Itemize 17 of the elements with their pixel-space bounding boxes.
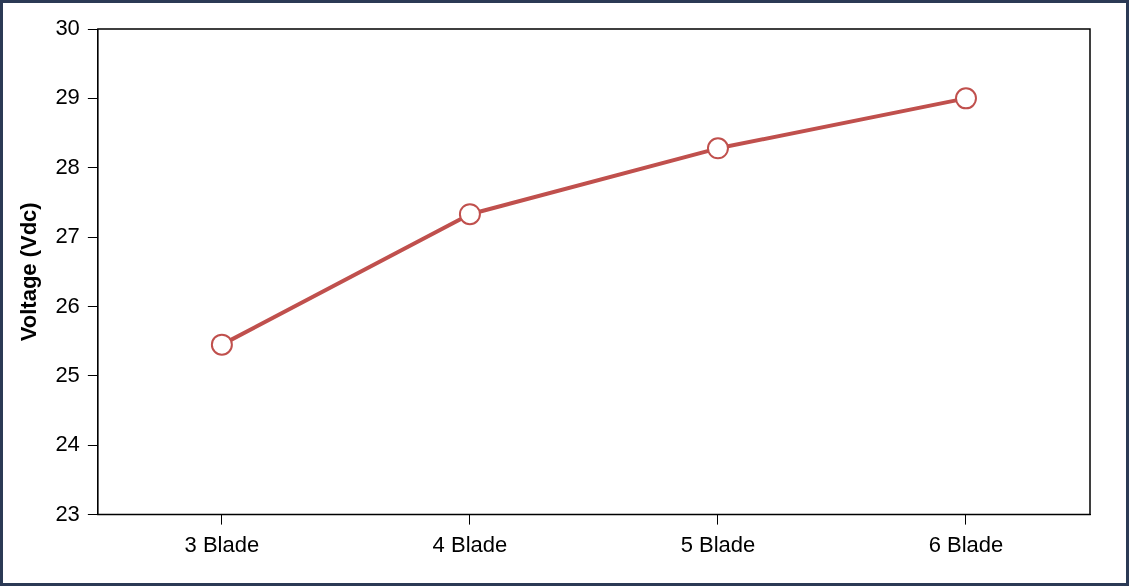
point — [210, 333, 233, 356]
y-tick-label: 27 — [55, 223, 80, 249]
x-tick-label: 6 Blade — [928, 531, 1004, 557]
point — [706, 137, 729, 160]
y-tick-label: 28 — [55, 153, 80, 179]
y-tick-label: 29 — [55, 84, 80, 110]
x-tick-label: 4 Blade — [432, 531, 508, 557]
x-tick-label: 5 Blade — [680, 531, 756, 557]
y-tick-label: 25 — [55, 361, 80, 387]
point — [954, 87, 977, 110]
y-tick-label: 23 — [55, 500, 80, 526]
y-tick-label: 26 — [55, 292, 80, 318]
y-tick-label: 24 — [55, 431, 80, 457]
point — [458, 203, 481, 226]
y-axis-title: Voltage (Vdc) — [16, 202, 42, 342]
x-tick-label: 3 Blade — [184, 531, 260, 557]
y-tick-label: 30 — [55, 15, 80, 41]
